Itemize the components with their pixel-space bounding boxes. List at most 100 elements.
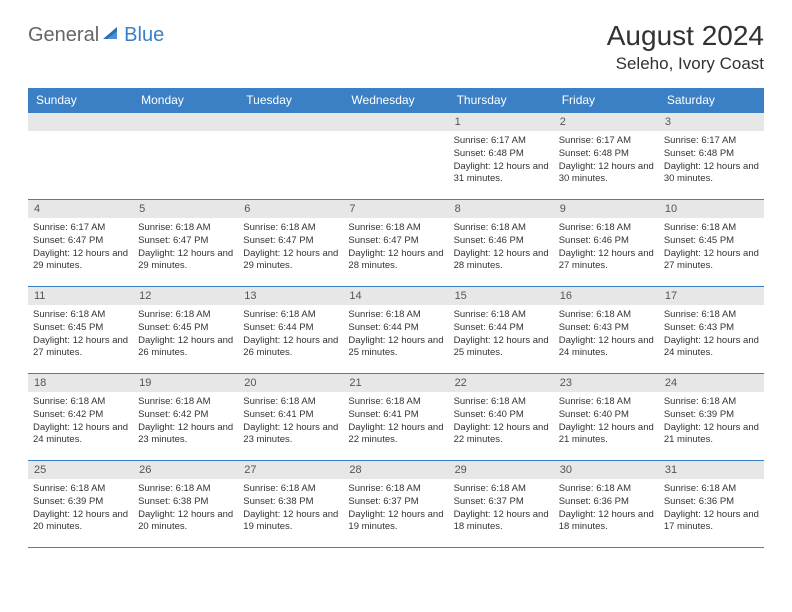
sunrise-text: Sunrise: 6:18 AM [454, 222, 549, 235]
calendar-cell: 13Sunrise: 6:18 AMSunset: 6:44 PMDayligh… [238, 287, 343, 373]
calendar-week: 25Sunrise: 6:18 AMSunset: 6:39 PMDayligh… [28, 461, 764, 548]
day-number: 21 [343, 374, 448, 392]
day-details: Sunrise: 6:18 AMSunset: 6:45 PMDaylight:… [659, 218, 764, 278]
calendar-cell [343, 113, 448, 199]
day-number: 2 [554, 113, 659, 131]
sunrise-text: Sunrise: 6:17 AM [454, 135, 549, 148]
title-block: August 2024 Seleho, Ivory Coast [607, 20, 764, 74]
sunset-text: Sunset: 6:42 PM [138, 409, 233, 422]
day-number: 12 [133, 287, 238, 305]
day-details: Sunrise: 6:18 AMSunset: 6:44 PMDaylight:… [343, 305, 448, 365]
calendar-cell: 6Sunrise: 6:18 AMSunset: 6:47 PMDaylight… [238, 200, 343, 286]
calendar-cell: 2Sunrise: 6:17 AMSunset: 6:48 PMDaylight… [554, 113, 659, 199]
day-details: Sunrise: 6:18 AMSunset: 6:47 PMDaylight:… [343, 218, 448, 278]
calendar-week: 11Sunrise: 6:18 AMSunset: 6:45 PMDayligh… [28, 287, 764, 374]
calendar-cell: 18Sunrise: 6:18 AMSunset: 6:42 PMDayligh… [28, 374, 133, 460]
calendar-cell: 15Sunrise: 6:18 AMSunset: 6:44 PMDayligh… [449, 287, 554, 373]
daylight-text: Daylight: 12 hours and 20 minutes. [33, 509, 128, 535]
brand-triangle-icon [103, 25, 121, 46]
daylight-text: Daylight: 12 hours and 27 minutes. [33, 335, 128, 361]
calendar-cell: 25Sunrise: 6:18 AMSunset: 6:39 PMDayligh… [28, 461, 133, 547]
day-number: 4 [28, 200, 133, 218]
sunset-text: Sunset: 6:37 PM [348, 496, 443, 509]
sunset-text: Sunset: 6:36 PM [559, 496, 654, 509]
day-number: 26 [133, 461, 238, 479]
daylight-text: Daylight: 12 hours and 24 minutes. [559, 335, 654, 361]
day-details: Sunrise: 6:18 AMSunset: 6:46 PMDaylight:… [554, 218, 659, 278]
day-number: 25 [28, 461, 133, 479]
calendar-cell: 29Sunrise: 6:18 AMSunset: 6:37 PMDayligh… [449, 461, 554, 547]
day-details: Sunrise: 6:18 AMSunset: 6:42 PMDaylight:… [28, 392, 133, 452]
sunset-text: Sunset: 6:45 PM [138, 322, 233, 335]
calendar-cell: 27Sunrise: 6:18 AMSunset: 6:38 PMDayligh… [238, 461, 343, 547]
daylight-text: Daylight: 12 hours and 24 minutes. [664, 335, 759, 361]
sunset-text: Sunset: 6:38 PM [138, 496, 233, 509]
sunset-text: Sunset: 6:37 PM [454, 496, 549, 509]
day-number: 30 [554, 461, 659, 479]
calendar-cell: 5Sunrise: 6:18 AMSunset: 6:47 PMDaylight… [133, 200, 238, 286]
calendar-week: 4Sunrise: 6:17 AMSunset: 6:47 PMDaylight… [28, 200, 764, 287]
day-details: Sunrise: 6:18 AMSunset: 6:47 PMDaylight:… [238, 218, 343, 278]
sunset-text: Sunset: 6:47 PM [138, 235, 233, 248]
sunrise-text: Sunrise: 6:18 AM [454, 396, 549, 409]
daylight-text: Daylight: 12 hours and 27 minutes. [664, 248, 759, 274]
calendar-cell: 24Sunrise: 6:18 AMSunset: 6:39 PMDayligh… [659, 374, 764, 460]
day-number: 14 [343, 287, 448, 305]
sunset-text: Sunset: 6:46 PM [454, 235, 549, 248]
day-details: Sunrise: 6:17 AMSunset: 6:48 PMDaylight:… [554, 131, 659, 191]
sunset-text: Sunset: 6:41 PM [243, 409, 338, 422]
daylight-text: Daylight: 12 hours and 30 minutes. [664, 161, 759, 187]
day-number: 31 [659, 461, 764, 479]
calendar-cell: 7Sunrise: 6:18 AMSunset: 6:47 PMDaylight… [343, 200, 448, 286]
daylight-text: Daylight: 12 hours and 19 minutes. [243, 509, 338, 535]
calendar-page: General Blue August 2024 Seleho, Ivory C… [0, 0, 792, 560]
daylight-text: Daylight: 12 hours and 18 minutes. [559, 509, 654, 535]
sunrise-text: Sunrise: 6:18 AM [664, 309, 759, 322]
dow-monday: Monday [133, 88, 238, 112]
sunset-text: Sunset: 6:47 PM [243, 235, 338, 248]
day-number: 10 [659, 200, 764, 218]
sunrise-text: Sunrise: 6:18 AM [559, 309, 654, 322]
sunset-text: Sunset: 6:44 PM [243, 322, 338, 335]
sunrise-text: Sunrise: 6:18 AM [454, 483, 549, 496]
sunrise-text: Sunrise: 6:18 AM [559, 483, 654, 496]
location-label: Seleho, Ivory Coast [607, 54, 764, 74]
sunrise-text: Sunrise: 6:18 AM [664, 222, 759, 235]
day-number: 18 [28, 374, 133, 392]
month-title: August 2024 [607, 20, 764, 52]
daylight-text: Daylight: 12 hours and 30 minutes. [559, 161, 654, 187]
dow-wednesday: Wednesday [343, 88, 448, 112]
calendar-cell [133, 113, 238, 199]
calendar-cell: 28Sunrise: 6:18 AMSunset: 6:37 PMDayligh… [343, 461, 448, 547]
day-details: Sunrise: 6:18 AMSunset: 6:42 PMDaylight:… [133, 392, 238, 452]
sunset-text: Sunset: 6:36 PM [664, 496, 759, 509]
day-details: Sunrise: 6:18 AMSunset: 6:39 PMDaylight:… [28, 479, 133, 539]
sunrise-text: Sunrise: 6:18 AM [243, 309, 338, 322]
sunrise-text: Sunrise: 6:17 AM [33, 222, 128, 235]
day-number: 5 [133, 200, 238, 218]
daylight-text: Daylight: 12 hours and 17 minutes. [664, 509, 759, 535]
calendar-cell: 10Sunrise: 6:18 AMSunset: 6:45 PMDayligh… [659, 200, 764, 286]
calendar-cell: 17Sunrise: 6:18 AMSunset: 6:43 PMDayligh… [659, 287, 764, 373]
calendar-cell: 14Sunrise: 6:18 AMSunset: 6:44 PMDayligh… [343, 287, 448, 373]
day-details: Sunrise: 6:18 AMSunset: 6:40 PMDaylight:… [449, 392, 554, 452]
day-number: 3 [659, 113, 764, 131]
day-number: 17 [659, 287, 764, 305]
dow-tuesday: Tuesday [238, 88, 343, 112]
day-number: 28 [343, 461, 448, 479]
sunrise-text: Sunrise: 6:17 AM [559, 135, 654, 148]
dow-saturday: Saturday [659, 88, 764, 112]
day-number: 29 [449, 461, 554, 479]
day-details: Sunrise: 6:18 AMSunset: 6:38 PMDaylight:… [238, 479, 343, 539]
calendar-cell: 1Sunrise: 6:17 AMSunset: 6:48 PMDaylight… [449, 113, 554, 199]
sunset-text: Sunset: 6:45 PM [33, 322, 128, 335]
day-details: Sunrise: 6:18 AMSunset: 6:41 PMDaylight:… [238, 392, 343, 452]
sunrise-text: Sunrise: 6:18 AM [138, 396, 233, 409]
weeks-container: 1Sunrise: 6:17 AMSunset: 6:48 PMDaylight… [28, 112, 764, 548]
calendar-cell: 21Sunrise: 6:18 AMSunset: 6:41 PMDayligh… [343, 374, 448, 460]
day-details: Sunrise: 6:18 AMSunset: 6:39 PMDaylight:… [659, 392, 764, 452]
daylight-text: Daylight: 12 hours and 24 minutes. [33, 422, 128, 448]
calendar-cell: 20Sunrise: 6:18 AMSunset: 6:41 PMDayligh… [238, 374, 343, 460]
calendar-cell: 9Sunrise: 6:18 AMSunset: 6:46 PMDaylight… [554, 200, 659, 286]
sunset-text: Sunset: 6:47 PM [33, 235, 128, 248]
